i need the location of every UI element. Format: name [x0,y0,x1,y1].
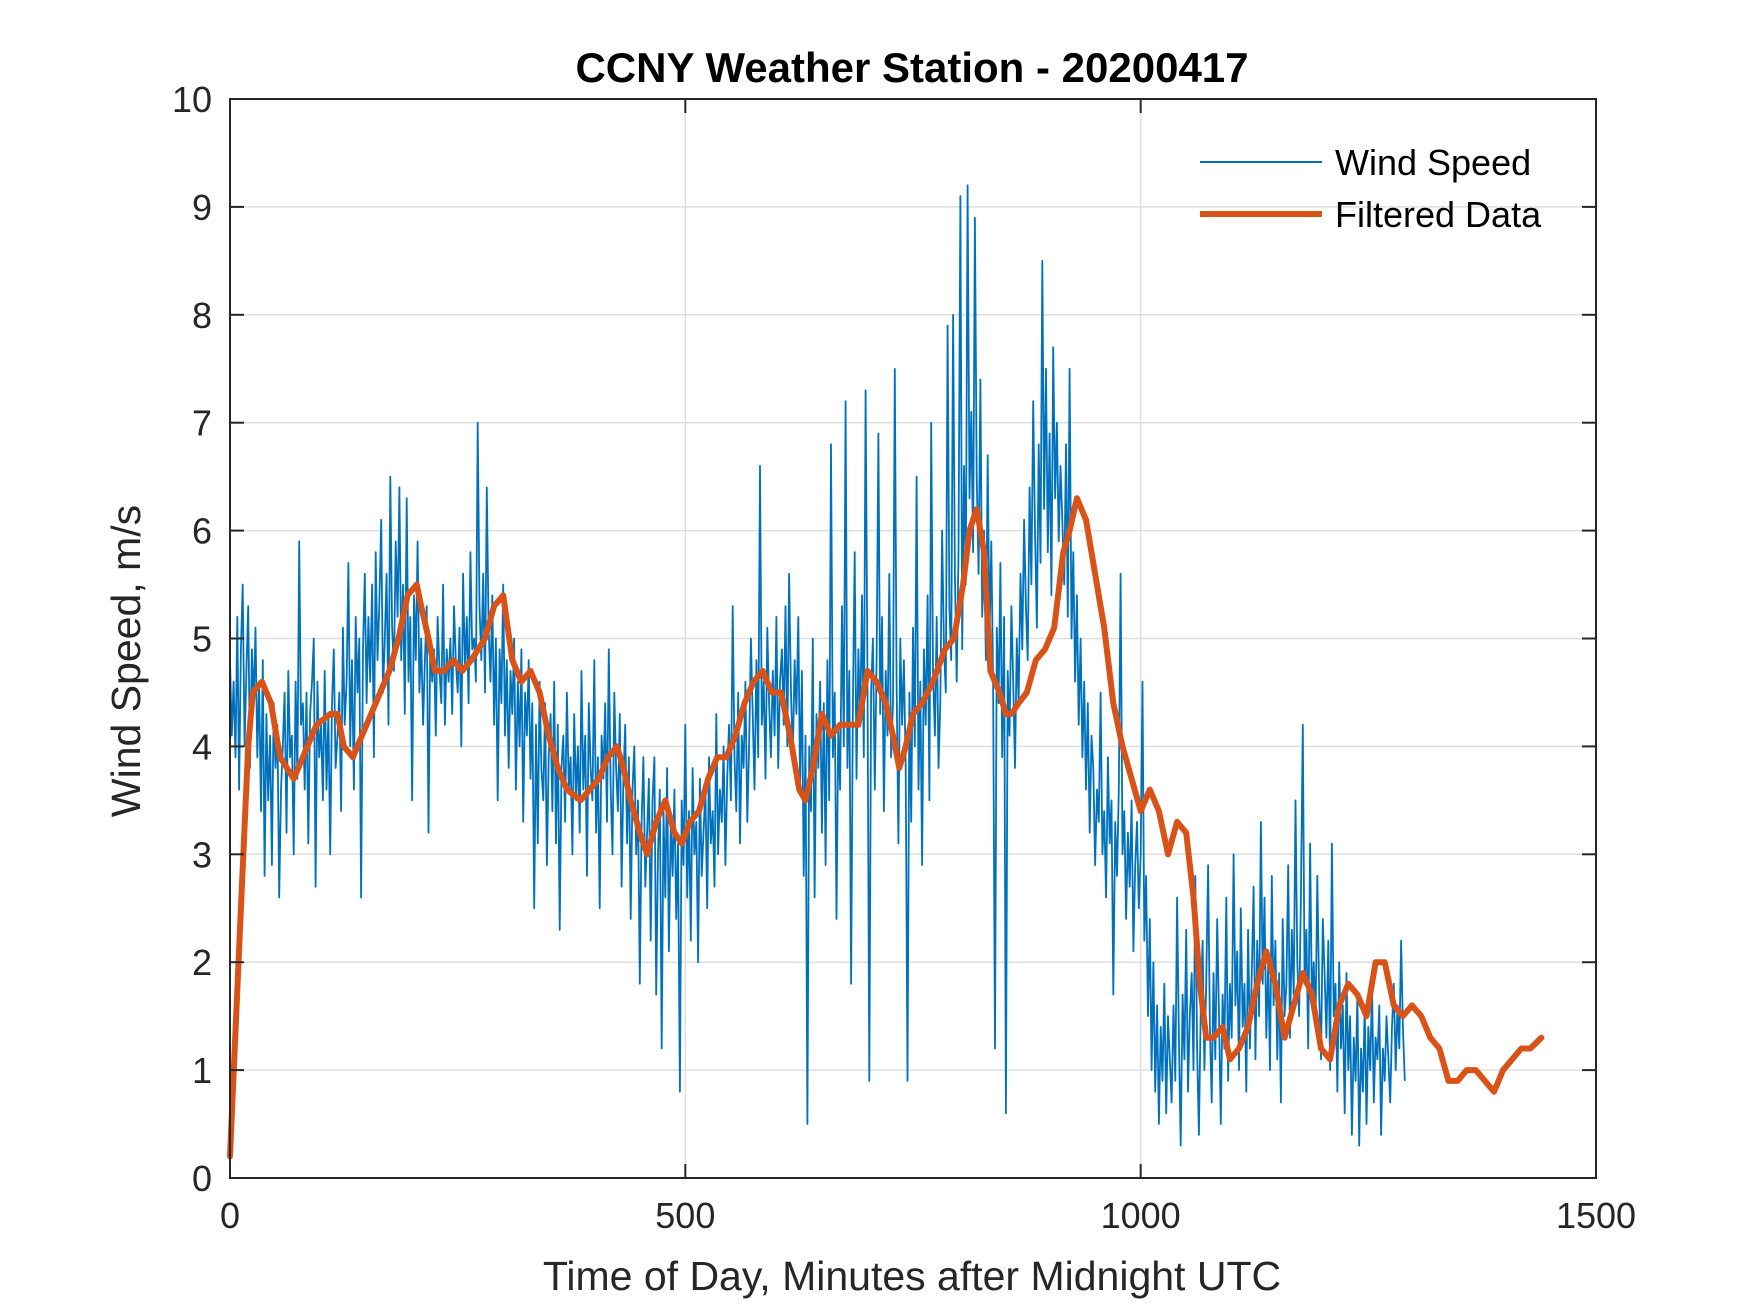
y-tick-label: 4 [192,726,212,767]
legend: Wind Speed Filtered Data [1200,142,1542,235]
y-tick-label: 7 [192,403,212,444]
grid-lines [230,99,1596,1178]
x-tick-label: 1000 [1101,1195,1181,1236]
y-tick-label: 0 [192,1158,212,1199]
legend-label-wind-speed: Wind Speed [1335,142,1531,183]
y-tick-label: 5 [192,619,212,660]
x-tick-label: 500 [655,1195,715,1236]
series-line-filtered-data [227,495,1545,1160]
x-tick-label: 1500 [1556,1195,1636,1236]
chart-title: CCNY Weather Station - 20200417 [575,44,1248,91]
x-tick-label: 0 [220,1195,240,1236]
plot-series [227,184,1545,1160]
y-tick-label: 1 [192,1050,212,1091]
y-tick-label: 10 [172,79,212,120]
y-tick-label: 9 [192,187,212,228]
x-axis-label: Time of Day, Minutes after Midnight UTC [543,1253,1281,1299]
y-tick-label: 2 [192,942,212,983]
y-axis-label: Wind Speed, m/s [103,505,149,817]
y-tick-label: 8 [192,295,212,336]
tick-labels: 0 500 1000 1500 0 1 2 3 4 5 6 7 8 9 10 [172,79,1636,1236]
y-tick-label: 3 [192,834,212,875]
axes [229,98,1597,1179]
legend-label-filtered-data: Filtered Data [1335,194,1542,235]
y-tick-label: 6 [192,511,212,552]
